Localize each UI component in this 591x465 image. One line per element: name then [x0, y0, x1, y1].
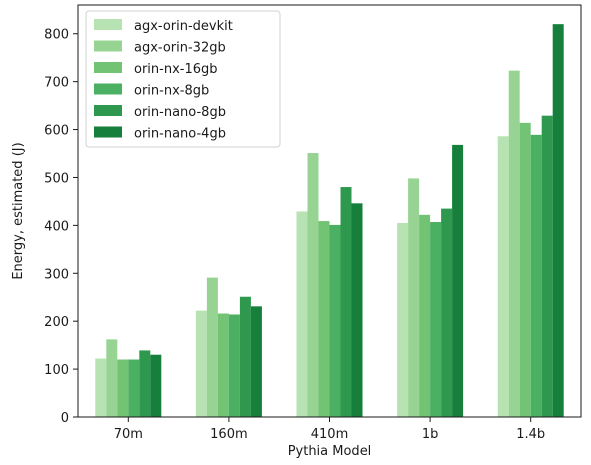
bar-orin-nano-4gb-1.4b: [552, 24, 564, 417]
bar-agx-orin-devkit-1.4b: [497, 136, 509, 417]
legend-swatch: [94, 62, 122, 73]
y-tick-label: 400: [44, 219, 69, 234]
bar-agx-orin-32gb-410m: [307, 153, 319, 417]
legend: agx-orin-devkit agx-orin-32gb orin-nx-16gb…: [85, 10, 281, 148]
y-tick-label: 500: [44, 171, 69, 186]
bar-agx-orin-devkit-1b: [397, 222, 409, 417]
bar-orin-nx-16gb-1.4b: [519, 122, 531, 417]
bar-agx-orin-devkit-410m: [296, 211, 308, 417]
y-axis-title: Energy, estimated (J): [11, 142, 26, 279]
bar-orin-nano-8gb-1b: [441, 208, 453, 417]
bar-agx-orin-32gb-1b: [408, 178, 420, 417]
x-tick-label: 1.4b: [516, 427, 545, 442]
axes-layer: 0 100 200 300 400 500 600 700 800 70m 160m 410m 1b 1.…: [44, 4, 582, 442]
bar-orin-nano-8gb-410m: [340, 187, 352, 417]
legend-swatch: [94, 83, 122, 95]
y-tick-label: 600: [44, 124, 69, 139]
y-tick-label: 200: [44, 315, 69, 330]
bars-layer: [95, 24, 564, 418]
bar-orin-nx-8gb-1.4b: [530, 134, 542, 417]
bar-orin-nano-8gb-160m: [239, 296, 251, 417]
bar-orin-nx-16gb-70m: [117, 359, 129, 417]
legend-swatch: [94, 19, 122, 30]
bar-orin-nx-16gb-410m: [318, 221, 330, 417]
legend-swatch: [94, 105, 122, 116]
legend-swatch: [94, 126, 122, 138]
y-tick-label: 700: [44, 76, 69, 91]
bar-orin-nano-4gb-1b: [452, 144, 464, 417]
legend-label: orin-nx-8gb: [134, 84, 209, 99]
legend-frame: [85, 10, 281, 148]
bar-orin-nx-8gb-70m: [128, 359, 140, 417]
bar-agx-orin-devkit-160m: [195, 310, 207, 417]
bar-orin-nano-4gb-160m: [250, 306, 262, 417]
x-axis-title: Pythia Model: [288, 444, 372, 459]
x-tick-label: 410m: [311, 427, 348, 442]
legend-swatch: [94, 40, 122, 52]
y-tick-label: 800: [44, 28, 69, 43]
y-tick-label: 300: [44, 267, 69, 282]
x-tick-label: 70m: [114, 427, 143, 442]
y-tick-label: 100: [44, 363, 69, 378]
bar-agx-orin-32gb-70m: [106, 339, 118, 417]
bar-orin-nano-4gb-70m: [150, 354, 162, 417]
x-tick-label: 160m: [210, 427, 247, 442]
bar-orin-nano-8gb-70m: [139, 350, 151, 417]
bar-agx-orin-32gb-160m: [206, 277, 218, 417]
y-tick-label: 0: [61, 411, 69, 426]
legend-label: orin-nano-8gb: [134, 105, 226, 120]
bar-orin-nx-16gb-160m: [217, 313, 229, 417]
bar-orin-nx-8gb-410m: [329, 224, 341, 417]
bar-orin-nano-4gb-410m: [351, 203, 363, 417]
legend-label: agx-orin-32gb: [134, 41, 226, 56]
bar-orin-nx-8gb-1b: [430, 222, 442, 417]
bar-orin-nx-16gb-1b: [419, 214, 431, 417]
legend-label: orin-nx-16gb: [134, 62, 218, 77]
bar-orin-nx-8gb-160m: [228, 314, 240, 417]
x-tick-label: 1b: [422, 427, 439, 442]
bar-orin-nano-8gb-1.4b: [541, 115, 553, 418]
bar-agx-orin-32gb-1.4b: [508, 70, 520, 417]
bar-agx-orin-devkit-70m: [95, 358, 107, 417]
legend-label: orin-nano-4gb: [134, 127, 226, 142]
legend-label: agx-orin-devkit: [134, 19, 233, 34]
